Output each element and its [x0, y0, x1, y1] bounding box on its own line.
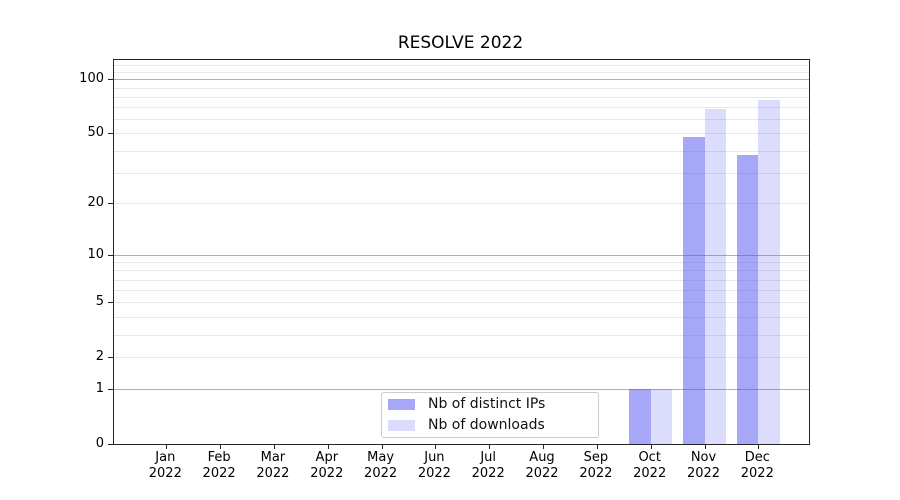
bar-distinct-ips [736, 154, 759, 444]
minor-gridline [114, 150, 809, 152]
x-tick-mark [489, 444, 491, 449]
legend-row: Nb of distinct IPs [388, 396, 592, 413]
minor-gridline [114, 87, 809, 89]
plot-area: 0 1 2 5 10 20 50 100 Nb of distinct IPs Nb of dow… [79, 59, 810, 451]
y-tick-mark [108, 389, 113, 391]
bar-downloads [704, 109, 726, 444]
x-tick-label: Sep 2022 [579, 450, 613, 481]
y-tick-label: 5 [95, 294, 104, 310]
minor-gridline [114, 119, 809, 121]
x-tick-label: Apr 2022 [310, 450, 344, 481]
x-tick-label: May 2022 [364, 450, 398, 481]
y-tick-label: 20 [87, 195, 104, 211]
minor-gridline [114, 302, 809, 304]
y-tick-mark [108, 133, 113, 135]
x-tick-mark [273, 444, 275, 449]
legend-label: Nb of distinct IPs [428, 396, 546, 412]
y-tick-mark [108, 254, 113, 256]
x-tick-label: Jun 2022 [417, 450, 451, 481]
y-tick-label: 1 [95, 381, 104, 397]
legend-swatch-distinct-ips [388, 399, 415, 410]
x-tick-mark [758, 444, 760, 449]
y-tick-mark [108, 79, 113, 81]
x-tick-mark [435, 444, 437, 449]
x-tick-label: Jan 2022 [148, 450, 182, 481]
minor-gridline [114, 262, 809, 264]
x-tick-mark [543, 444, 544, 449]
legend-swatch-downloads [388, 420, 415, 431]
minor-gridline [114, 357, 809, 359]
minor-gridline [114, 290, 809, 292]
x-tick-mark [220, 444, 222, 449]
minor-gridline [114, 270, 809, 272]
y-tick-mark [108, 203, 113, 205]
minor-gridline [114, 279, 809, 281]
x-tick-mark [596, 444, 598, 449]
y-tick-mark [108, 357, 113, 359]
major-gridline [114, 79, 809, 81]
x-tick-label: Oct 2022 [633, 450, 667, 481]
x-tick-mark [704, 444, 706, 449]
minor-gridline [114, 65, 809, 67]
y-tick-mark [108, 302, 113, 304]
y-tick-mark [108, 444, 113, 445]
legend: Nb of distinct IPs Nb of downloads [381, 392, 599, 438]
minor-gridline [114, 133, 809, 135]
x-tick-mark [650, 444, 652, 449]
y-tick-label: 2 [95, 349, 104, 365]
x-tick-label: Jul 2022 [471, 450, 505, 481]
y-tick-label: 50 [87, 125, 104, 141]
x-tick-label: Aug 2022 [525, 450, 559, 481]
legend-row: Nb of downloads [388, 417, 592, 434]
x-tick-mark [381, 444, 383, 449]
minor-gridline [114, 203, 809, 205]
x-tick-label: Dec 2022 [740, 450, 774, 481]
minor-gridline [114, 334, 809, 336]
bar-downloads [650, 389, 673, 444]
y-tick-label: 10 [87, 246, 104, 262]
bar-distinct-ips [683, 136, 705, 444]
minor-gridline [114, 172, 809, 174]
y-tick-label: 0 [95, 436, 104, 451]
x-tick-label: Feb 2022 [202, 450, 236, 481]
minor-gridline [114, 96, 809, 98]
bar-downloads [758, 99, 780, 444]
minor-gridline [114, 71, 809, 73]
y-tick-label: 100 [79, 71, 104, 87]
major-gridline [114, 254, 809, 256]
bar-distinct-ips [629, 389, 651, 444]
minor-gridline [114, 316, 809, 318]
x-tick-label: Mar 2022 [256, 450, 290, 481]
x-tick-label: Nov 2022 [686, 450, 721, 481]
minor-gridline [114, 107, 809, 109]
x-tick-mark [166, 444, 168, 449]
major-gridline [114, 389, 809, 391]
chart-title: RESOLVE 2022 [397, 33, 524, 53]
x-tick-mark [327, 444, 329, 449]
legend-label: Nb of downloads [428, 417, 545, 433]
